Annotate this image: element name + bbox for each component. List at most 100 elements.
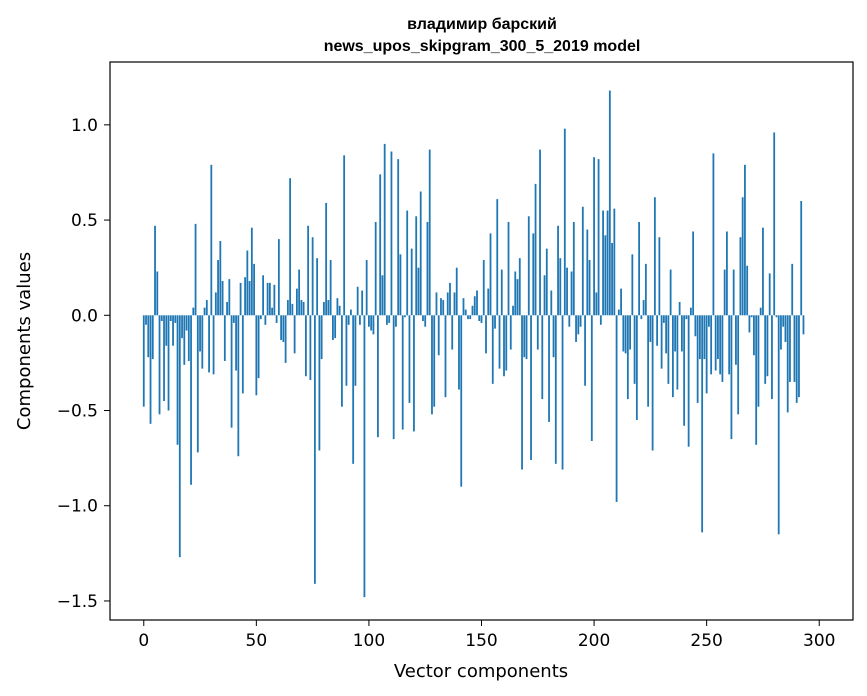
bar [568, 315, 571, 327]
bar [498, 315, 501, 369]
bar [471, 305, 474, 316]
bar [617, 309, 620, 316]
bar [444, 315, 447, 398]
bar [264, 315, 267, 325]
bar [656, 315, 659, 346]
bar [433, 315, 436, 407]
bar [352, 315, 355, 464]
bar [246, 250, 249, 316]
bar [356, 286, 359, 316]
bar [606, 210, 609, 316]
bar [185, 315, 188, 331]
bar [644, 263, 647, 316]
bar [435, 292, 438, 316]
bar [629, 315, 631, 350]
bar [341, 315, 343, 407]
bar [275, 315, 278, 323]
bar [604, 235, 607, 316]
bar [343, 155, 346, 316]
x-tick-label: 200 [578, 631, 610, 651]
bar [277, 239, 280, 316]
x-tick-label: 0 [138, 631, 149, 651]
bar [181, 315, 183, 339]
bar [399, 254, 402, 316]
bar [336, 298, 339, 316]
bar [476, 290, 478, 316]
bar [527, 216, 530, 316]
bar [708, 315, 710, 327]
x-tick-label: 300 [803, 631, 835, 651]
bar [789, 315, 791, 382]
bar [680, 315, 683, 352]
bar [363, 315, 366, 598]
bar [455, 267, 458, 316]
bar [212, 315, 215, 375]
bar [415, 216, 418, 316]
bar [208, 315, 210, 373]
bar [210, 164, 213, 316]
bar [145, 315, 147, 325]
bar [802, 315, 805, 335]
bar [199, 315, 201, 352]
bar [172, 315, 174, 346]
bar [516, 279, 519, 316]
x-axis-label: Vector components [394, 661, 568, 682]
bar [309, 315, 312, 381]
bar [221, 281, 224, 316]
bar [512, 305, 514, 316]
bar [262, 275, 264, 316]
bar [491, 315, 494, 384]
bar [662, 315, 665, 323]
bar [622, 315, 625, 352]
bar [372, 315, 375, 335]
bar [417, 267, 420, 316]
bar [196, 315, 199, 453]
bar [442, 300, 445, 316]
bar [192, 307, 195, 316]
bar [593, 157, 595, 316]
bar [266, 282, 269, 316]
bar [271, 307, 274, 316]
bar [552, 315, 555, 358]
bar [665, 315, 668, 354]
bar [178, 315, 181, 558]
bar [201, 315, 204, 369]
bar [518, 258, 521, 316]
bar [431, 315, 433, 415]
bar [156, 271, 159, 316]
bar [482, 260, 485, 316]
bar [798, 315, 800, 398]
bar [696, 315, 699, 403]
bar [408, 315, 411, 403]
bar [626, 315, 629, 400]
bar [584, 315, 586, 386]
bar [509, 315, 512, 350]
bar [494, 315, 496, 329]
x-tick-label: 250 [690, 631, 722, 651]
bar [325, 202, 328, 316]
bar [545, 248, 548, 316]
bar [674, 315, 677, 352]
bar [291, 303, 294, 316]
bar [223, 315, 226, 361]
bar [599, 315, 602, 325]
bar [676, 315, 679, 390]
bar [717, 315, 719, 360]
bar [354, 315, 357, 386]
bar [217, 260, 219, 316]
chart-title-group: владимир барский news_upos_skipgram_300_… [324, 16, 641, 55]
bar [640, 315, 643, 320]
bar [413, 315, 415, 432]
bar [307, 225, 310, 316]
bar [426, 221, 429, 316]
bar [793, 315, 796, 382]
bar [293, 315, 296, 354]
bar [705, 315, 708, 394]
x-tick-label: 150 [465, 631, 497, 651]
y-axis-label: Components values [14, 252, 35, 430]
bar [219, 241, 222, 316]
bar [478, 315, 481, 321]
bar [671, 315, 674, 398]
bar [487, 288, 490, 316]
bar [777, 315, 780, 535]
